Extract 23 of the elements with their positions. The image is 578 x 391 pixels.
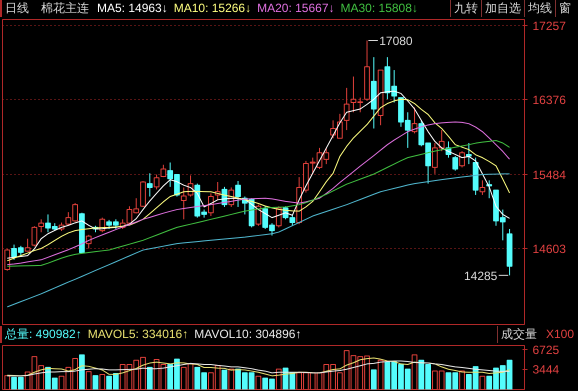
- y-tick-label: 3444: [532, 362, 560, 377]
- series-label: MAVOL10: 304896↑: [194, 327, 302, 341]
- series-label: 总量: 490982↑: [5, 327, 82, 341]
- y-tick-label: 15484: [532, 168, 566, 182]
- text: 九转: [450, 0, 481, 18]
- text: 均线: [524, 0, 555, 18]
- y-tick-label: 16376: [532, 93, 566, 108]
- text: MA20: 15667↓: [257, 1, 334, 15]
- text: MA5: 14963↓: [97, 1, 168, 15]
- annotation: 17080: [379, 34, 413, 48]
- text: MA10: 15266↓: [174, 1, 252, 15]
- text: 窗: [555, 0, 574, 18]
- text: MA30: 15808↓: [340, 1, 418, 15]
- chart-subtitle: 日线: [5, 1, 29, 15]
- annotation: 14285: [464, 268, 498, 283]
- y-tick-label: 14603: [532, 242, 566, 256]
- text: 加自选: [481, 0, 524, 18]
- y-axis-title: X100: [546, 326, 574, 343]
- chart-title: 棉花主连: [41, 1, 89, 15]
- y-tick-label: 6725: [532, 343, 560, 358]
- text: 成交量: [496, 326, 540, 344]
- y-tick-label: 17257: [532, 19, 566, 34]
- series-label: MAVOL5: 334016↑: [88, 327, 188, 341]
